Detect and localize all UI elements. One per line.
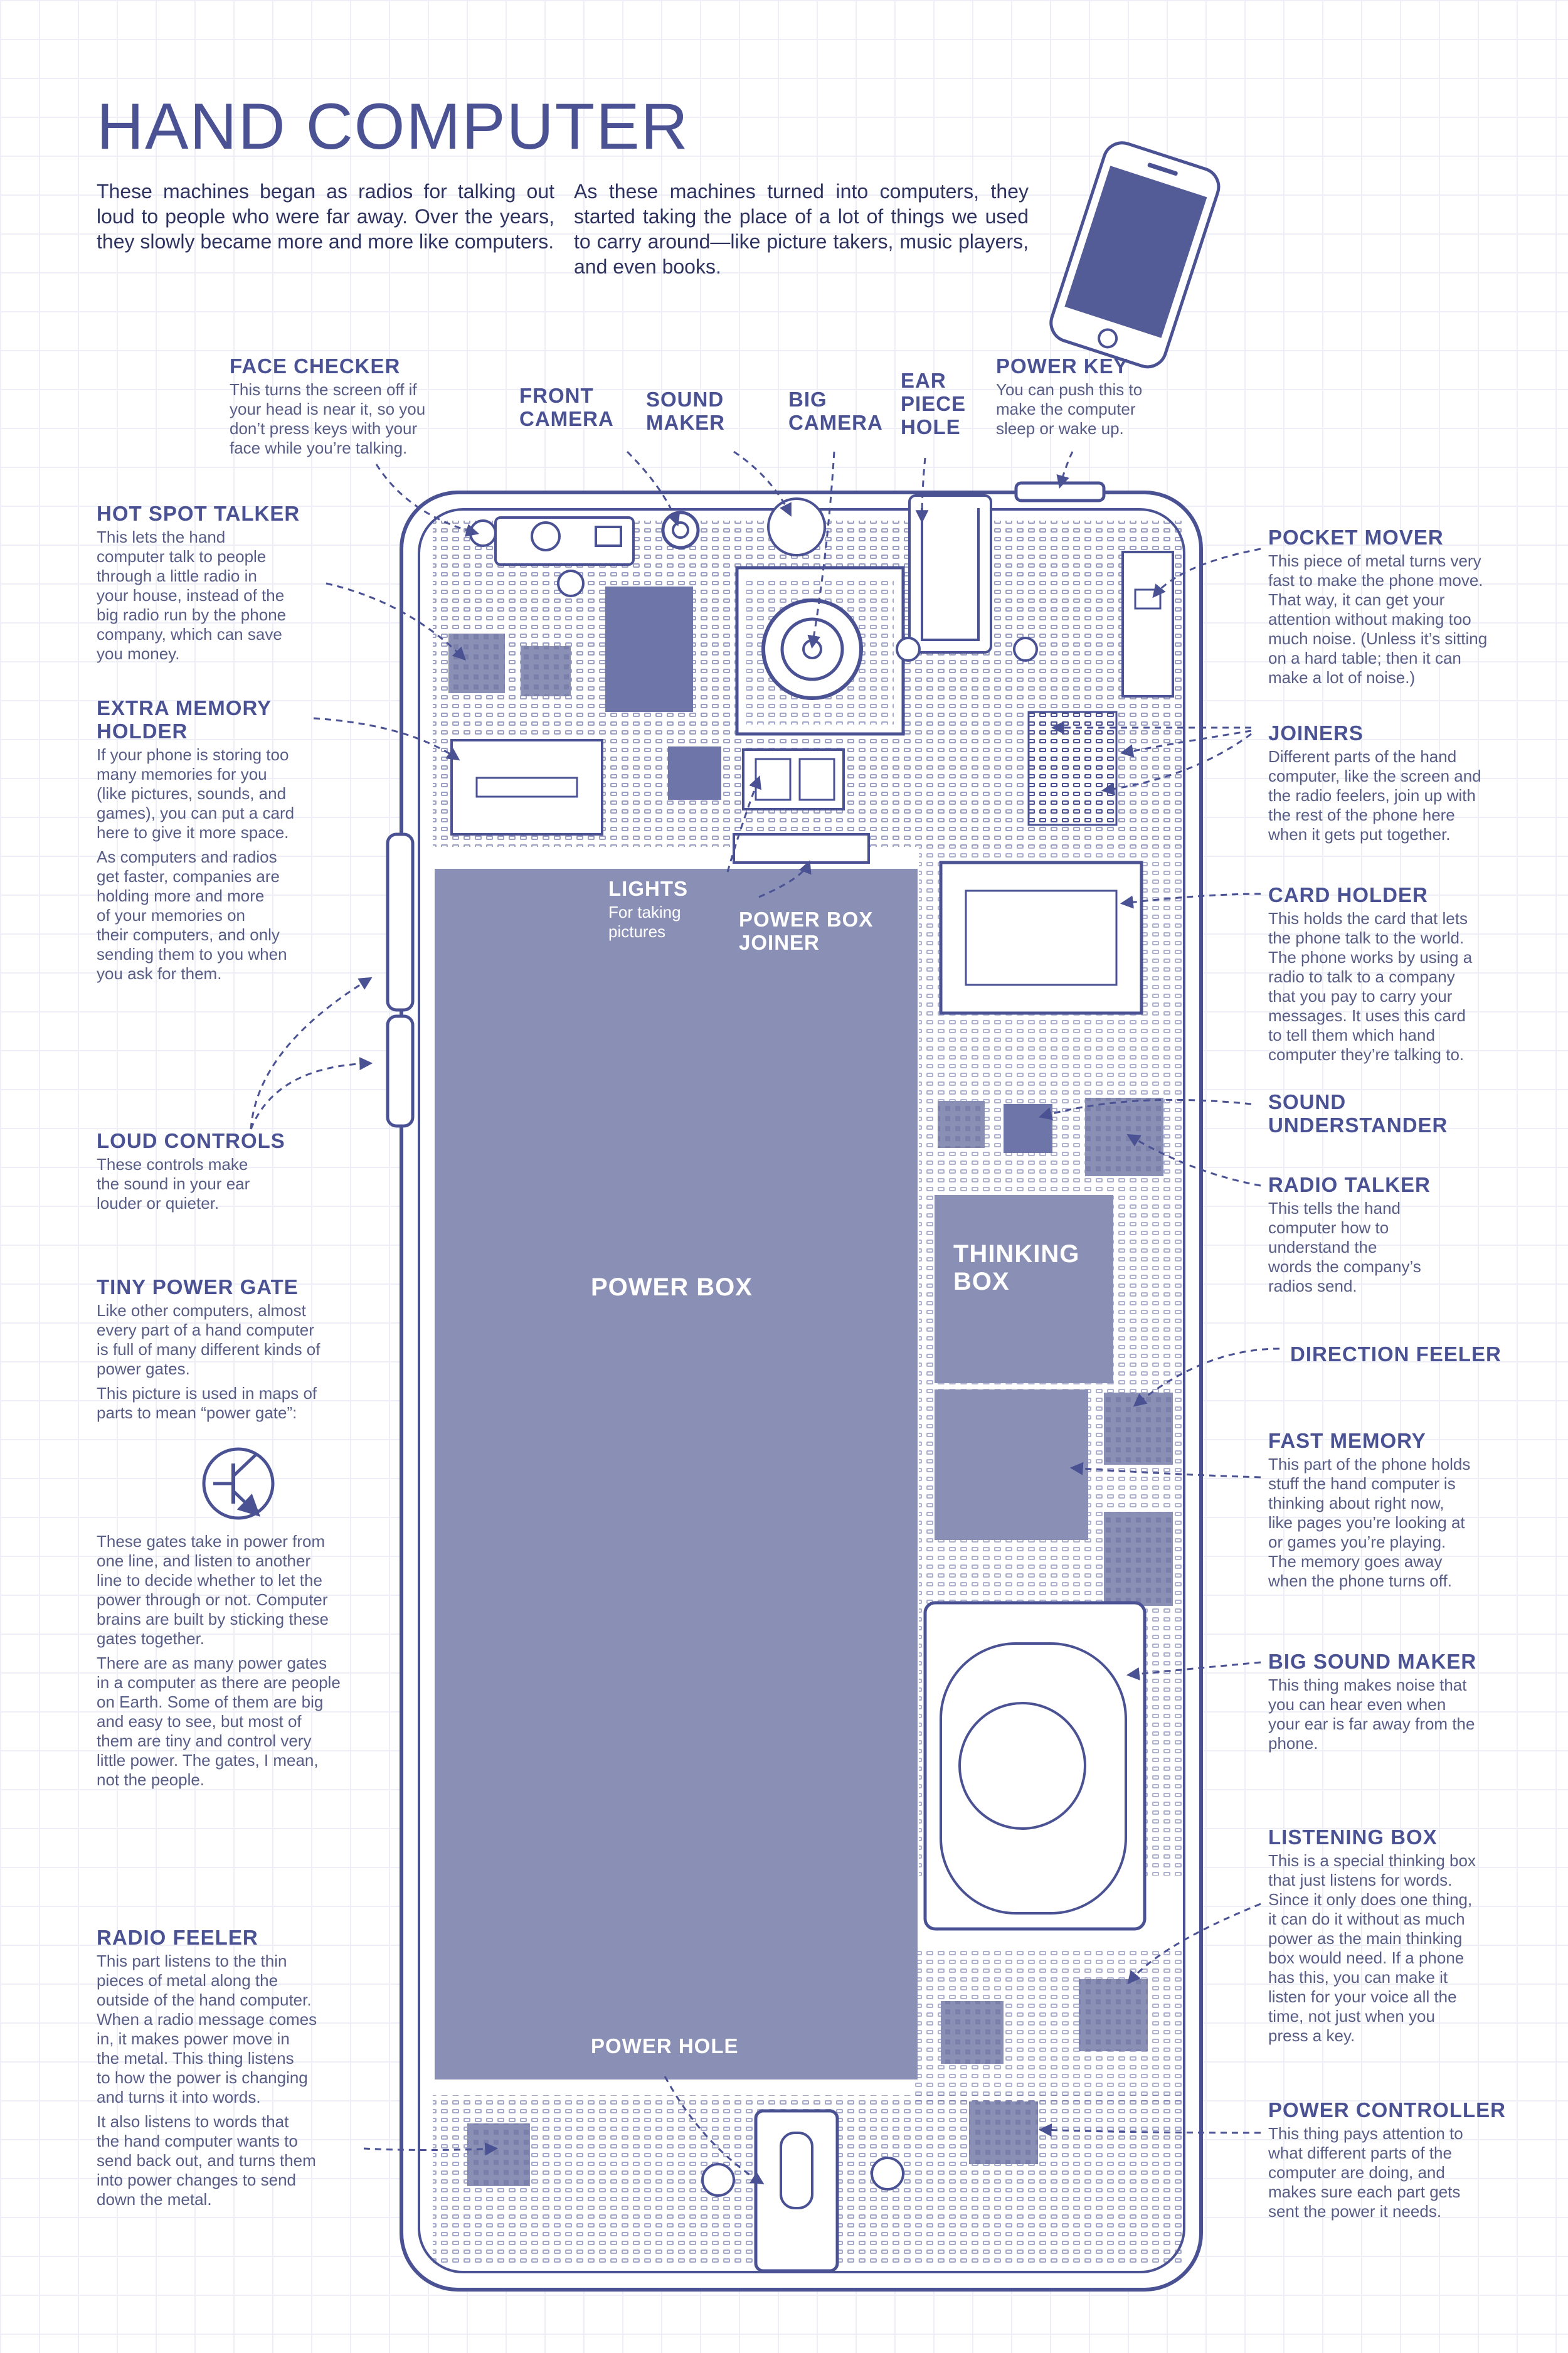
card-holder-callout: CARD HOLDER This holds the card that let… <box>1268 883 1532 1065</box>
card-holder-desc: This holds the card that lets the phone … <box>1268 909 1473 1064</box>
tiny-power-gate-label: TINY POWER GATE <box>97 1275 299 1299</box>
tiny-power-gate-desc-4: There are as many power gates in a compu… <box>97 1654 341 1789</box>
volume-down-button <box>386 1014 415 1128</box>
ear-piece <box>908 494 992 654</box>
tiny-power-gate-desc-1: Like other computers, almost every part … <box>97 1301 320 1378</box>
pocket-mover-callout: POCKET MOVER This piece of metal turns v… <box>1268 526 1532 688</box>
power-box-label: POWER BOX <box>591 1273 753 1301</box>
power-controller-desc: This thing pays attention to what differ… <box>1268 2124 1463 2221</box>
power-key-desc: You can push this to make the computer s… <box>996 380 1143 438</box>
radio-talker-desc: This tells the hand computer how to unde… <box>1268 1199 1421 1295</box>
radio-talker-chip <box>1085 1098 1163 1176</box>
extra-memory-holder-desc-1: If your phone is storing too many memori… <box>97 745 295 842</box>
face-checker-callout: FACE CHECKER This turns the screen off i… <box>230 354 506 458</box>
thinking-box-label: THINKING BOX <box>953 1240 1080 1295</box>
fast-memory-desc: This part of the phone holds stuff the h… <box>1268 1455 1471 1590</box>
sound-maker <box>767 497 826 556</box>
battery <box>435 869 918 2079</box>
radio-feeler-desc-2: It also listens to words that the hand c… <box>97 2112 316 2209</box>
face-checker-label: FACE CHECKER <box>230 354 401 378</box>
hotspot-memory-chip <box>605 587 693 712</box>
hot-spot-talker-callout: HOT SPOT TALKER This lets the hand compu… <box>97 502 360 664</box>
tiny-power-gate-callout-2: These gates take in power from one line,… <box>97 1529 385 1790</box>
lights-label: LIGHTS <box>608 877 688 900</box>
transistor-symbol-icon <box>202 1447 275 1520</box>
intro-left: These machines began as radios for talki… <box>97 180 554 253</box>
phone-sketch-icon <box>1049 141 1221 369</box>
lights-callout: LIGHTS For taking pictures <box>608 877 688 942</box>
loudspeaker <box>923 1601 1147 1931</box>
pocket-mover-label: POCKET MOVER <box>1268 526 1444 549</box>
face-checker-desc: This turns the screen off if your head i… <box>230 380 426 457</box>
big-sound-maker-callout: BIG SOUND MAKER This thing makes noise t… <box>1268 1650 1532 1753</box>
card-holder-label: CARD HOLDER <box>1268 883 1428 906</box>
joiners-callout: JOINERS Different parts of the hand comp… <box>1268 721 1532 844</box>
sound-understander-label: SOUND UNDERSTANDER <box>1268 1090 1448 1137</box>
pocket-mover-desc: This piece of metal turns very fast to m… <box>1268 551 1488 687</box>
sim-card-holder <box>939 861 1143 1015</box>
power-hole-label: POWER HOLE <box>591 2034 739 2058</box>
battery-connector <box>733 833 870 864</box>
tiny-power-gate-desc-2: This picture is used in maps of parts to… <box>97 1384 317 1422</box>
power-controller-callout: POWER CONTROLLER This thing pays attenti… <box>1268 2098 1532 2221</box>
radio-feeler-label: RADIO FEELER <box>97 1926 258 1949</box>
tiny-power-gate-callout: TINY POWER GATE Like other computers, al… <box>97 1275 385 1423</box>
hot-spot-chip-1 <box>448 634 505 693</box>
leader-lines <box>250 450 1280 2185</box>
joiners-label: JOINERS <box>1268 721 1364 745</box>
connectors <box>1027 711 1118 826</box>
direction-feeler-label: DIRECTION FEELER <box>1290 1342 1502 1366</box>
usb-port <box>754 2109 839 2273</box>
small-chip <box>668 746 721 800</box>
sound-understander-chip <box>1004 1104 1052 1153</box>
power-box-joiner-label: POWER BOX JOINER <box>739 908 874 954</box>
hot-spot-talker-desc: This lets the hand computer talk to peop… <box>97 528 287 663</box>
fast-memory-label: FAST MEMORY <box>1268 1429 1426 1452</box>
chip-b <box>1104 1512 1173 1606</box>
hot-spot-talker-label: HOT SPOT TALKER <box>97 502 300 525</box>
radio-feeler-callout: RADIO FEELER This part listens to the th… <box>97 1926 373 2209</box>
chip-c <box>941 2001 1004 2064</box>
extra-memory-holder-desc-2: As computers and radios get faster, comp… <box>97 847 287 983</box>
big-sound-maker-label: BIG SOUND MAKER <box>1268 1650 1477 1673</box>
intro-right: As these machines turned into computers,… <box>574 180 1029 278</box>
joiners-desc: Different parts of the hand computer, li… <box>1268 747 1481 844</box>
hot-spot-chip-2 <box>521 646 571 696</box>
thinking-box-chip <box>935 1195 1113 1383</box>
power-controller-chip <box>969 2101 1038 2164</box>
page-title: HAND COMPUTER <box>97 90 689 163</box>
extra-memory-holder-callout: EXTRA MEMORY HOLDER If your phone is sto… <box>97 696 373 984</box>
listening-box-desc: This is a special thinking box that just… <box>1268 1851 1476 2045</box>
lights-desc: For taking pictures <box>608 903 681 941</box>
radio-feeler-chip <box>467 2123 530 2186</box>
sound-maker-label: SOUND MAKER <box>646 388 725 434</box>
loud-controls-label: LOUD CONTROLS <box>97 1129 285 1152</box>
loud-controls-callout: LOUD CONTROLS These controls make the so… <box>97 1129 335 1213</box>
fast-memory-callout: FAST MEMORY This part of the phone holds… <box>1268 1429 1532 1591</box>
volume-up-button <box>386 832 415 1012</box>
fast-memory-chip <box>935 1389 1088 1540</box>
sd-card-slot <box>450 739 603 836</box>
chip-a <box>938 1101 985 1148</box>
loud-controls-desc: These controls make the sound in your ea… <box>97 1155 250 1213</box>
radio-feeler-desc-1: This part listens to the thin pieces of … <box>97 1952 317 2106</box>
power-key-label: POWER KEY <box>996 354 1128 378</box>
extra-memory-holder-label: EXTRA MEMORY HOLDER <box>97 696 272 743</box>
direction-feeler-chip <box>1104 1393 1173 1465</box>
power-key-callout: POWER KEY You can push this to make the … <box>996 354 1203 438</box>
ear-piece-hole-label: EAR PIECE HOLE <box>901 369 967 438</box>
vibration-motor <box>1121 551 1174 698</box>
listening-box-callout: LISTENING BOX This is a special thinking… <box>1268 1825 1532 2046</box>
tiny-power-gate-desc-3: These gates take in power from one line,… <box>97 1532 329 1648</box>
listening-box-label: LISTENING BOX <box>1268 1825 1438 1849</box>
radio-talker-callout: RADIO TALKER This tells the hand compute… <box>1268 1173 1519 1296</box>
listening-box-chip <box>1079 1979 1148 2051</box>
power-controller-label: POWER CONTROLLER <box>1268 2098 1506 2122</box>
front-camera-label: FRONT CAMERA <box>519 384 614 430</box>
big-sound-maker-desc: This thing makes noise that you can hear… <box>1268 1676 1475 1753</box>
big-camera-label: BIG CAMERA <box>788 388 883 434</box>
radio-talker-label: RADIO TALKER <box>1268 1173 1431 1196</box>
